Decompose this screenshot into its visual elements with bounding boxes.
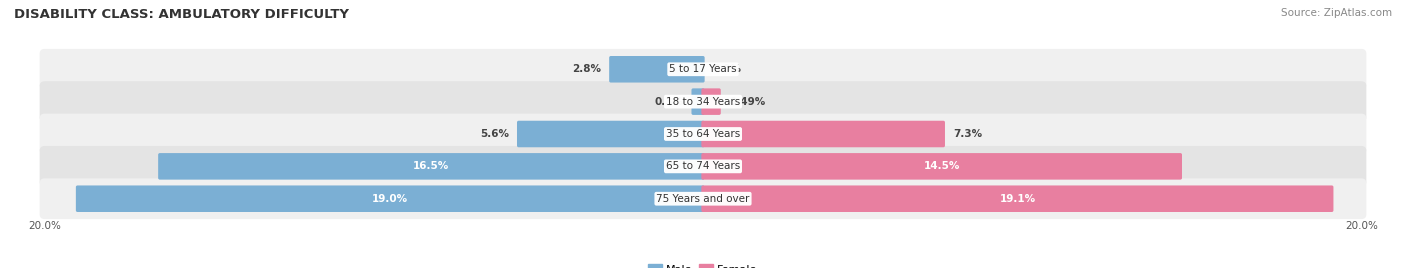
- Text: 7.3%: 7.3%: [953, 129, 983, 139]
- FancyBboxPatch shape: [692, 88, 704, 115]
- FancyBboxPatch shape: [39, 49, 1367, 90]
- FancyBboxPatch shape: [702, 153, 1182, 180]
- Text: 75 Years and over: 75 Years and over: [657, 194, 749, 204]
- FancyBboxPatch shape: [609, 56, 704, 83]
- Text: DISABILITY CLASS: AMBULATORY DIFFICULTY: DISABILITY CLASS: AMBULATORY DIFFICULTY: [14, 8, 349, 21]
- Text: 19.1%: 19.1%: [1000, 194, 1035, 204]
- FancyBboxPatch shape: [39, 146, 1367, 187]
- Legend: Male, Female: Male, Female: [644, 260, 762, 268]
- Text: 0.0%: 0.0%: [713, 64, 742, 74]
- Text: 18 to 34 Years: 18 to 34 Years: [666, 97, 740, 107]
- Text: 2.8%: 2.8%: [572, 64, 600, 74]
- FancyBboxPatch shape: [702, 185, 1333, 212]
- Text: 5 to 17 Years: 5 to 17 Years: [669, 64, 737, 74]
- Text: 5.6%: 5.6%: [479, 129, 509, 139]
- FancyBboxPatch shape: [39, 114, 1367, 154]
- Text: 65 to 74 Years: 65 to 74 Years: [666, 161, 740, 171]
- FancyBboxPatch shape: [39, 81, 1367, 122]
- FancyBboxPatch shape: [157, 153, 704, 180]
- FancyBboxPatch shape: [39, 178, 1367, 219]
- Text: 35 to 64 Years: 35 to 64 Years: [666, 129, 740, 139]
- FancyBboxPatch shape: [76, 185, 704, 212]
- Text: 14.5%: 14.5%: [924, 161, 960, 171]
- Text: 19.0%: 19.0%: [373, 194, 408, 204]
- Text: Source: ZipAtlas.com: Source: ZipAtlas.com: [1281, 8, 1392, 18]
- FancyBboxPatch shape: [702, 88, 721, 115]
- FancyBboxPatch shape: [702, 121, 945, 147]
- FancyBboxPatch shape: [517, 121, 704, 147]
- Text: 0.3%: 0.3%: [654, 97, 683, 107]
- Text: 20.0%: 20.0%: [28, 221, 60, 231]
- Text: 16.5%: 16.5%: [413, 161, 450, 171]
- Text: 20.0%: 20.0%: [1346, 221, 1378, 231]
- Text: 0.49%: 0.49%: [728, 97, 765, 107]
